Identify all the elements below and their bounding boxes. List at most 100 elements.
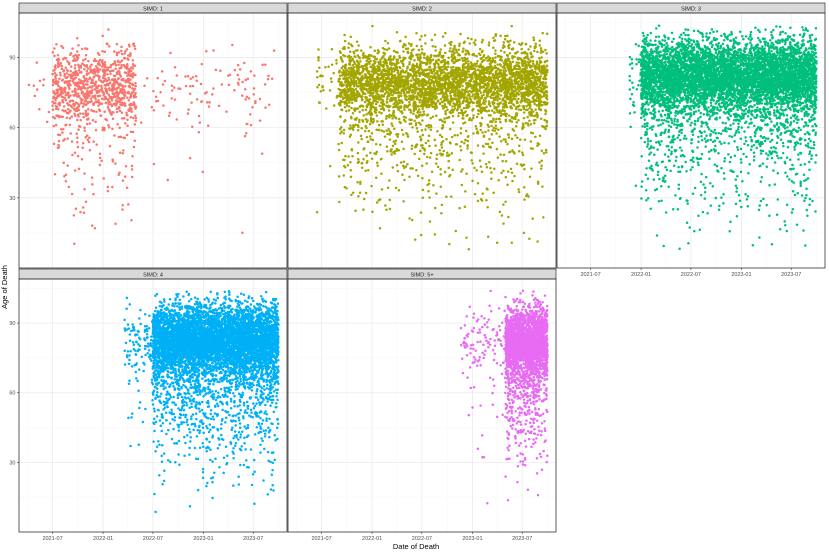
data-point [125, 113, 129, 117]
data-point [438, 52, 441, 56]
data-point [97, 90, 101, 94]
data-point [534, 98, 538, 102]
data-point [396, 80, 399, 84]
data-point [415, 64, 419, 68]
data-point [452, 65, 455, 69]
data-point [379, 143, 382, 146]
data-point [100, 102, 104, 106]
data-point [439, 79, 442, 82]
data-point [359, 180, 362, 184]
data-point [363, 100, 367, 104]
data-point [418, 65, 421, 68]
data-point [480, 94, 484, 98]
data-point [100, 97, 104, 101]
data-point [535, 73, 539, 76]
data-point [487, 129, 490, 132]
data-point [65, 72, 69, 75]
data-point [187, 108, 190, 111]
data-point [492, 36, 495, 40]
data-point [388, 92, 391, 95]
data-point [315, 70, 319, 73]
data-point [486, 142, 490, 146]
data-point [385, 86, 388, 90]
data-point [457, 89, 461, 92]
data-point [446, 60, 450, 63]
data-point [108, 144, 112, 148]
data-point [71, 99, 75, 103]
data-point [347, 76, 351, 79]
data-point [381, 100, 384, 104]
data-point [427, 189, 430, 193]
data-point [414, 105, 417, 108]
data-point [453, 44, 456, 48]
data-point [527, 91, 530, 94]
data-point [63, 74, 66, 78]
data-point [510, 24, 513, 28]
data-point [132, 116, 135, 120]
data-point [191, 75, 195, 79]
data-point [352, 78, 356, 82]
data-point [125, 71, 128, 75]
data-point [478, 105, 481, 109]
data-point [105, 42, 109, 45]
data-point [81, 146, 84, 150]
data-point [317, 59, 320, 62]
data-point [489, 166, 492, 170]
data-point [132, 42, 136, 45]
data-point [74, 207, 78, 210]
data-point [380, 120, 383, 123]
data-point [374, 68, 377, 71]
data-point [59, 73, 62, 77]
data-point [357, 44, 360, 47]
data-point [67, 91, 70, 94]
data-point [455, 143, 459, 146]
data-point [361, 105, 365, 108]
data-point [346, 79, 350, 82]
data-point [101, 128, 104, 132]
data-point [369, 151, 372, 155]
data-point [35, 88, 39, 91]
data-point [77, 124, 81, 128]
data-point [380, 83, 383, 87]
data-point [431, 115, 435, 118]
data-point [411, 126, 414, 129]
data-point [535, 93, 539, 96]
data-point [81, 141, 85, 145]
data-point [465, 236, 468, 240]
data-point [364, 108, 368, 112]
data-point [418, 98, 421, 102]
data-point [114, 95, 117, 99]
data-point [454, 81, 458, 85]
data-point [88, 122, 92, 125]
data-point [91, 84, 94, 88]
data-point [517, 61, 520, 65]
data-point [85, 77, 88, 81]
data-point [409, 111, 413, 114]
data-point [101, 80, 105, 84]
data-point [533, 78, 536, 81]
data-point [382, 55, 385, 58]
data-point [386, 114, 389, 118]
data-point [480, 170, 484, 174]
data-point [167, 114, 171, 118]
data-point [357, 91, 360, 94]
data-point [402, 57, 406, 61]
data-point [421, 188, 425, 192]
data-point [538, 161, 541, 164]
data-point [384, 76, 388, 80]
data-point [115, 53, 119, 57]
data-point [103, 65, 107, 69]
data-point [439, 185, 443, 188]
data-point [397, 94, 401, 97]
data-point [537, 77, 541, 81]
data-point [95, 86, 98, 90]
data-point [133, 139, 137, 142]
data-point [376, 100, 379, 104]
data-point [399, 39, 402, 43]
data-point [496, 89, 499, 93]
data-point [87, 140, 91, 144]
data-point [470, 118, 473, 122]
data-point [449, 72, 453, 76]
data-point [348, 63, 352, 66]
data-point [116, 80, 119, 84]
